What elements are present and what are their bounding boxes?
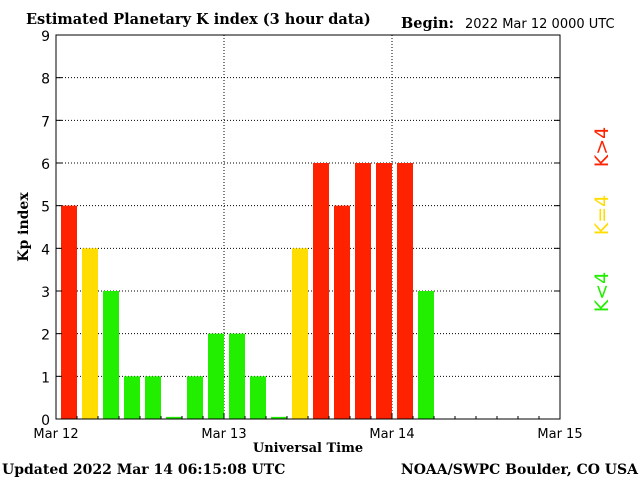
updated-timestamp: Updated 2022 Mar 14 06:15:08 UTC (2, 462, 285, 478)
kp-bar (103, 291, 119, 419)
legend-mid: K=4 (591, 195, 613, 235)
kp-bar (208, 333, 224, 419)
kp-bar (145, 376, 161, 419)
bars (61, 163, 434, 419)
kp-bar (124, 376, 140, 419)
kp-bar (418, 291, 434, 419)
kp-bar (61, 205, 77, 419)
x-axis-label: Universal Time (253, 441, 363, 456)
x-tick-label: Mar 15 (537, 427, 582, 442)
y-axis-label: Kp index (16, 192, 32, 262)
y-tick-label: 1 (41, 370, 50, 386)
y-tick-label: 7 (41, 114, 50, 130)
kp-bar (397, 163, 413, 419)
legend-high: K>4 (591, 127, 613, 167)
begin-label: Begin: (401, 15, 454, 32)
y-axis-ticks: 0 1 2 3 4 5 6 7 8 9 (41, 29, 560, 429)
kp-bar (292, 248, 308, 419)
plot-frame (55, 34, 561, 420)
y-tick-label: 0 (41, 413, 50, 429)
y-tick-label: 4 (41, 242, 50, 258)
y-tick-label: 6 (41, 157, 50, 173)
y-tick-label: 3 (41, 285, 50, 301)
y-tick-label: 5 (41, 200, 50, 216)
kp-bar (82, 248, 98, 419)
grid-lines (56, 35, 560, 419)
x-tick-label: Mar 13 (201, 427, 246, 442)
legend-low: K<4 (591, 272, 613, 312)
kp-bar (166, 416, 182, 419)
kp-bar (271, 416, 287, 419)
begin-value: 2022 Mar 12 0000 UTC (465, 17, 615, 32)
chart-title: Estimated Planetary K index (3 hour data… (26, 11, 371, 28)
credit-text: NOAA/SWPC Boulder, CO USA (401, 462, 639, 478)
kp-bar (313, 163, 329, 419)
kp-bar (187, 376, 203, 419)
kp-bar (229, 333, 245, 419)
y-tick-label: 9 (41, 29, 50, 45)
y-tick-label: 8 (41, 72, 50, 88)
kp-bar (376, 163, 392, 419)
y-tick-label: 2 (41, 328, 50, 344)
x-tick-label: Mar 14 (369, 427, 414, 442)
kp-bar (334, 205, 350, 419)
kp-bar (250, 376, 266, 419)
x-axis-ticks: Mar 12 Mar 13 Mar 14 Mar 15 (33, 413, 583, 442)
kp-bar (355, 163, 371, 419)
x-tick-label: Mar 12 (33, 427, 78, 442)
